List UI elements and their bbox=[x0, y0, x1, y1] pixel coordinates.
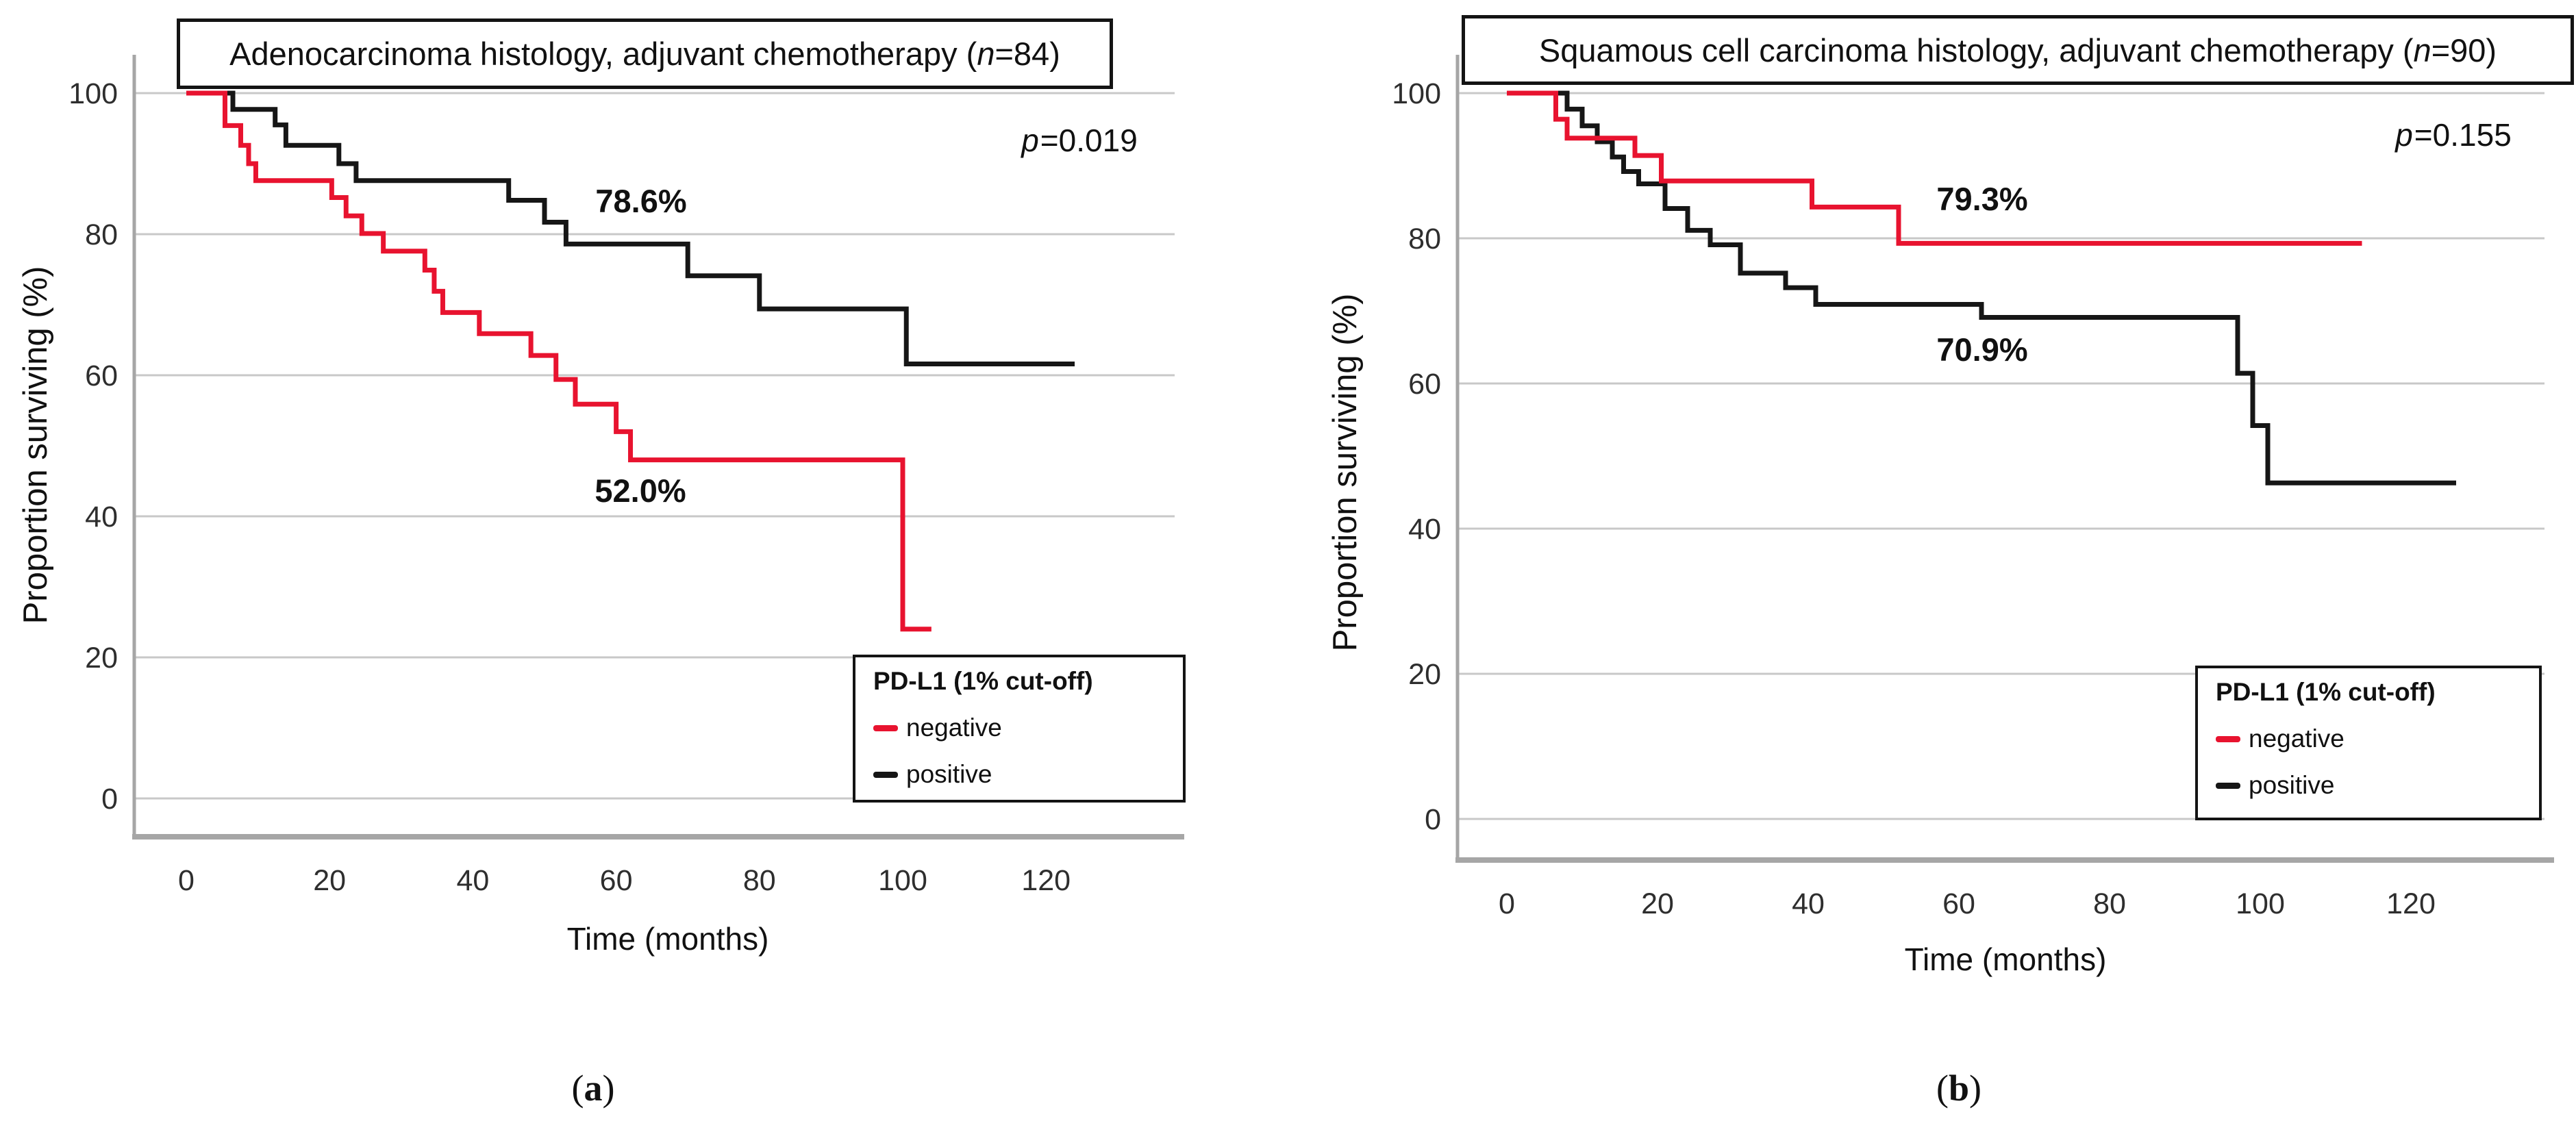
panel-b-caption-pre: ( bbox=[1936, 1068, 1949, 1109]
x-tick-label: 0 bbox=[178, 864, 195, 897]
y-tick-label: 20 bbox=[85, 642, 118, 674]
y-tick-label: 100 bbox=[1392, 77, 1441, 110]
panel-b-legend-title: PD-L1 (1% cut-off) bbox=[2216, 678, 2436, 706]
panel-a-title-suffix: =84) bbox=[995, 36, 1060, 72]
positive-line-swatch bbox=[2216, 782, 2240, 789]
panel-a-caption-post: ) bbox=[602, 1068, 615, 1109]
panel-b-pvalue-value: =0.155 bbox=[2414, 117, 2512, 153]
x-tick-label: 80 bbox=[743, 864, 776, 897]
panel-b-title-text: Squamous cell carcinoma histology, adjuv… bbox=[1538, 31, 2414, 68]
km-curve-positive bbox=[186, 90, 1075, 367]
panel-a-caption-pre: ( bbox=[571, 1068, 584, 1109]
panel-a-caption-letter: a bbox=[584, 1068, 603, 1109]
positive-line-swatch bbox=[873, 771, 898, 778]
y-tick-label: 20 bbox=[1408, 658, 1441, 691]
panel-a-title-box: Adenocarcinoma histology, adjuvant chemo… bbox=[177, 18, 1113, 89]
y-tick-label: 0 bbox=[1425, 803, 1441, 836]
panel-a-legend: PD-L1 (1% cut-off) negative positive bbox=[853, 655, 1186, 803]
panel-b-legend-label-negative: negative bbox=[2249, 724, 2344, 753]
x-tick-label: 80 bbox=[2093, 887, 2126, 920]
km-curve-negative bbox=[186, 90, 931, 632]
panel-a-annotation-negative: 52.0% bbox=[595, 472, 686, 509]
panel-a-caption: (a) bbox=[525, 1067, 662, 1109]
y-tick-label: 80 bbox=[1408, 223, 1441, 255]
panel-a-annotation-positive: 78.6% bbox=[595, 183, 687, 219]
panel-b-caption-letter: b bbox=[1948, 1068, 1970, 1109]
panel-b-legend-row-positive: positive bbox=[2216, 771, 2539, 800]
panel-a-legend-row-negative: negative bbox=[873, 714, 1183, 742]
y-tick-label: 40 bbox=[1408, 513, 1441, 546]
panel-b-annotation-positive: 70.9% bbox=[1936, 331, 2028, 368]
panel-b-caption: (b) bbox=[1890, 1067, 2027, 1109]
panel-b-legend-label-positive: positive bbox=[2249, 771, 2335, 799]
x-tick-label: 60 bbox=[600, 864, 633, 897]
x-tick-label: 20 bbox=[1641, 887, 1674, 920]
panel-a-title-text: Adenocarcinoma histology, adjuvant chemo… bbox=[229, 36, 977, 72]
y-tick-label: 80 bbox=[85, 218, 118, 251]
panel-a-pvalue-var: p bbox=[1021, 123, 1039, 158]
x-tick-label: 20 bbox=[313, 864, 346, 897]
x-tick-label: 0 bbox=[1499, 887, 1515, 920]
panel-a-legend-label-positive: positive bbox=[906, 760, 992, 788]
negative-line-swatch bbox=[2216, 735, 2240, 742]
panel-b-legend-row-negative: negative bbox=[2216, 724, 2539, 753]
x-tick-label: 120 bbox=[1021, 864, 1071, 897]
x-tick-label: 40 bbox=[456, 864, 489, 897]
panel-a-legend-title: PD-L1 (1% cut-off) bbox=[873, 667, 1093, 695]
x-tick-label: 40 bbox=[1792, 887, 1825, 920]
panel-a-yaxis-title: Proportion surviving (%) bbox=[17, 266, 54, 624]
panel-b-title-box: Squamous cell carcinoma histology, adjuv… bbox=[1462, 15, 2574, 85]
x-tick-label: 100 bbox=[2236, 887, 2285, 920]
x-tick-label: 120 bbox=[2386, 887, 2436, 920]
y-tick-label: 60 bbox=[1408, 368, 1441, 401]
panel-b-pvalue-var: p bbox=[2395, 117, 2413, 153]
x-tick-label: 100 bbox=[878, 864, 927, 897]
km-curve-positive bbox=[1507, 90, 2456, 485]
km-curve-negative bbox=[1507, 90, 2362, 246]
panel-b-yaxis-title: Proportion surviving (%) bbox=[1327, 293, 1364, 652]
y-tick-label: 0 bbox=[101, 783, 118, 816]
panel-a-xaxis-title: Time (months) bbox=[566, 921, 769, 957]
panel-b-title-suffix: =90) bbox=[2431, 31, 2497, 68]
negative-line-swatch bbox=[873, 724, 898, 731]
y-tick-label: 100 bbox=[68, 77, 118, 110]
y-tick-label: 40 bbox=[85, 501, 118, 533]
x-tick-label: 60 bbox=[1942, 887, 1975, 920]
panel-b-legend: PD-L1 (1% cut-off) negative positive bbox=[2195, 666, 2542, 820]
panel-a-pvalue: p=0.019 bbox=[970, 122, 1189, 159]
panel-a-pvalue-value: =0.019 bbox=[1040, 123, 1138, 158]
panel-a-title-nvar: n bbox=[977, 36, 995, 72]
panel-b-pvalue: p=0.155 bbox=[2344, 116, 2563, 153]
y-tick-label: 60 bbox=[85, 359, 118, 392]
panel-a-legend-label-negative: negative bbox=[906, 714, 1002, 742]
panel-a-legend-row-positive: positive bbox=[873, 760, 1183, 789]
panel-b-title-nvar: n bbox=[2413, 31, 2431, 68]
panel-b-caption-post: ) bbox=[1969, 1068, 1981, 1109]
panel-b-xaxis-title: Time (months) bbox=[1904, 942, 2107, 977]
panel-b-annotation-negative: 79.3% bbox=[1936, 181, 2028, 217]
